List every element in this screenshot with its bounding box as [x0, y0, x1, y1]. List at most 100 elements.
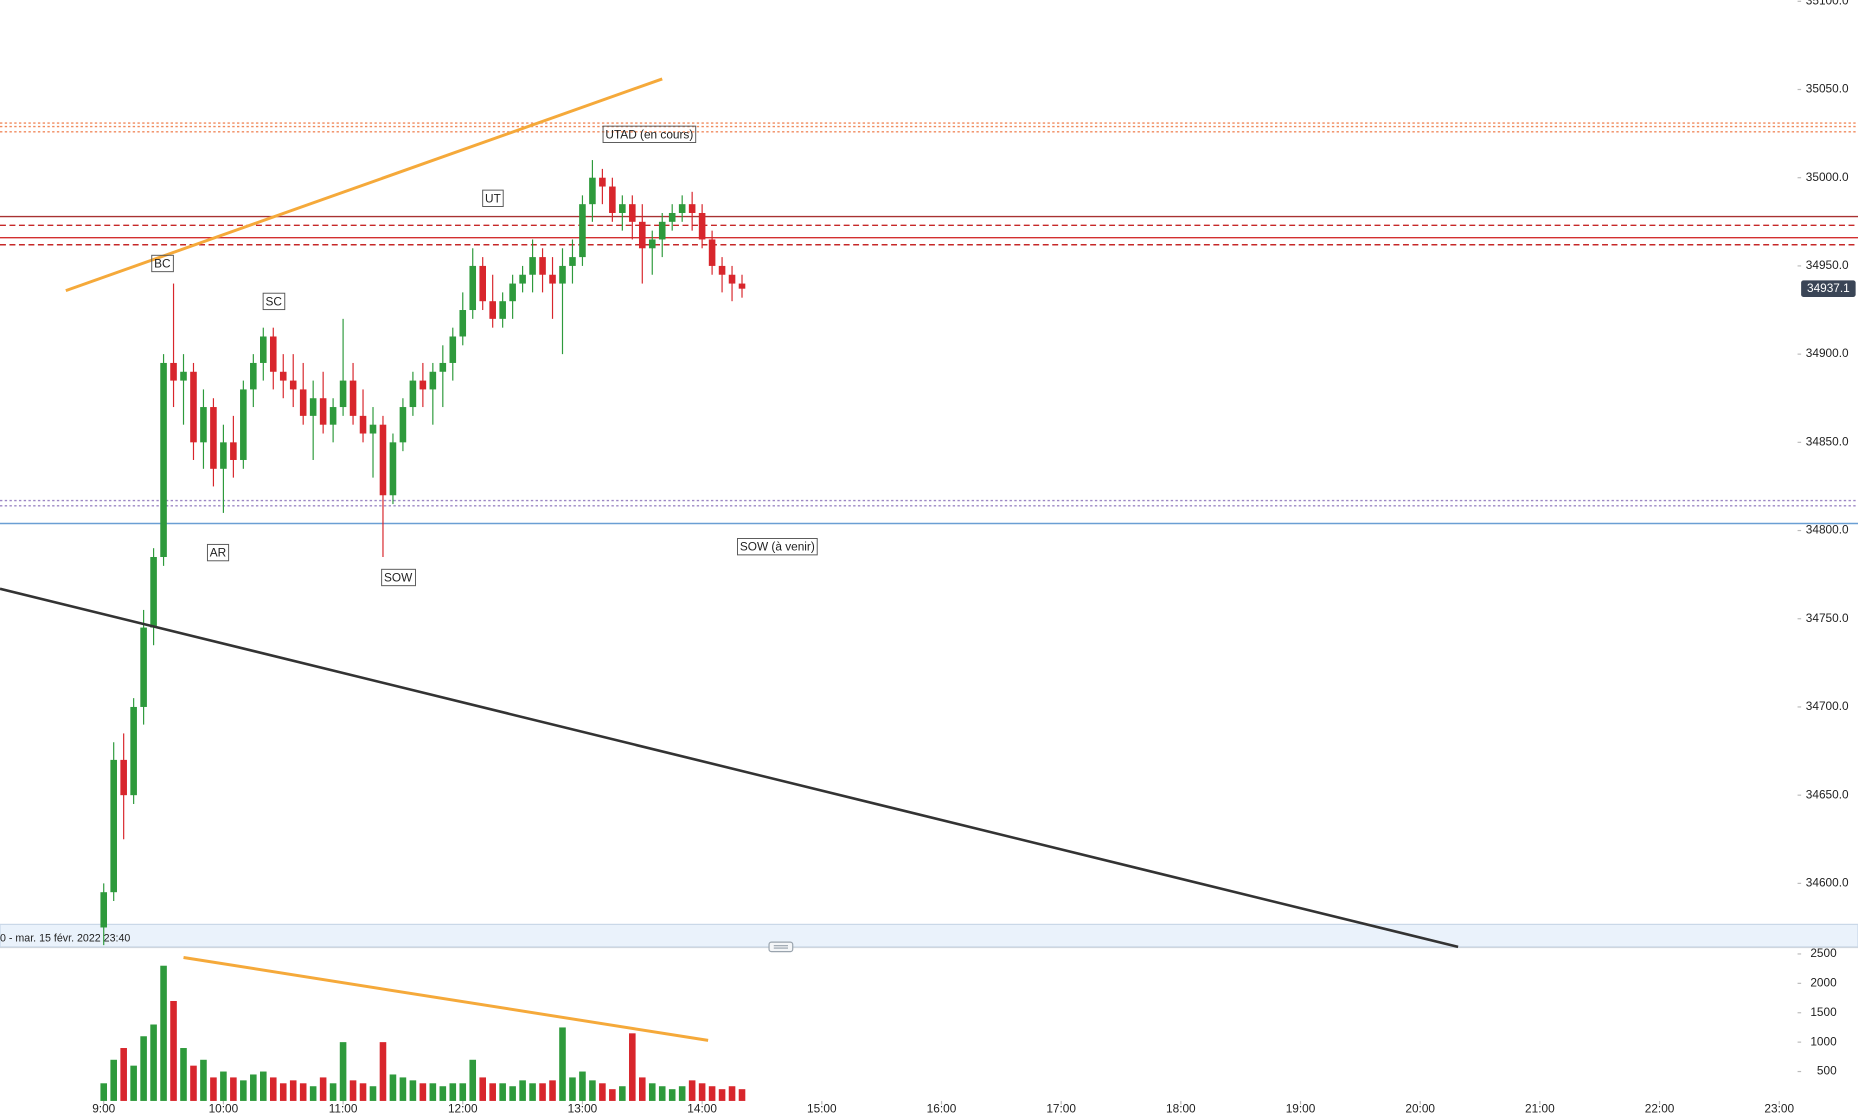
x-tick-label: 23:00 [1764, 1101, 1794, 1115]
candle-body [509, 283, 516, 302]
candle-body [329, 407, 337, 425]
candle-body [180, 371, 187, 381]
candle-body [569, 257, 576, 266]
y-tick-label: 34850.0 [1806, 434, 1849, 448]
volume-bar [170, 1000, 177, 1101]
volume-tick-label: 500 [1817, 1064, 1837, 1078]
annotation-box [737, 538, 818, 556]
x-tick-label: 20:00 [1405, 1101, 1435, 1115]
candle-body [648, 239, 656, 249]
y-tick-label: 34600.0 [1806, 876, 1849, 890]
volume-tick-label: 1500 [1810, 1005, 1837, 1019]
candle-body [409, 380, 417, 408]
x-tick-label: 22:00 [1645, 1101, 1675, 1115]
candle-body [160, 362, 167, 558]
candle-body [359, 415, 367, 434]
annotation: SOW [384, 570, 413, 584]
y-tick-label: 34900.0 [1806, 346, 1849, 360]
volume-bar [230, 1077, 237, 1101]
volume-bar [399, 1077, 407, 1101]
y-tick-label: 34700.0 [1806, 699, 1849, 713]
volume-bar [489, 1083, 496, 1101]
x-tick-label: 13:00 [568, 1101, 598, 1115]
volume-bar [648, 1083, 656, 1101]
candle-body [629, 204, 636, 222]
volume-bar [100, 1083, 108, 1101]
volume-bar [289, 1080, 297, 1101]
volume-bar [419, 1083, 427, 1101]
candle-body [579, 204, 586, 258]
candle-body [230, 442, 237, 460]
candle-body [279, 371, 287, 381]
volume-tick-label: 2000 [1810, 975, 1837, 989]
volume-bar [559, 1027, 566, 1101]
volume-bar [668, 1089, 676, 1101]
candle-body [130, 706, 137, 796]
volume-bar [379, 1042, 387, 1101]
candle-body [619, 204, 626, 213]
candle-body [379, 424, 387, 496]
candle-body [559, 265, 566, 284]
y-tick-label: 34750.0 [1806, 611, 1849, 625]
y-tick-label: 35050.0 [1806, 82, 1849, 96]
candle-body [658, 221, 666, 240]
volume-bar [589, 1080, 596, 1101]
volume-bar [349, 1080, 357, 1101]
annotation-box [151, 254, 174, 273]
candle-body [120, 759, 127, 796]
candle-body [479, 265, 486, 302]
candle-body [150, 557, 157, 628]
volume-bar [339, 1042, 347, 1101]
last-price-tag [1801, 280, 1856, 297]
volume-bar [160, 965, 167, 1101]
candle-body [190, 371, 197, 443]
volume-bar [579, 1071, 586, 1101]
volume-bar [698, 1083, 706, 1101]
volume-bar [190, 1065, 197, 1101]
volume-bar [708, 1086, 716, 1101]
volume-bar [140, 1036, 147, 1101]
candle-body [419, 380, 427, 390]
candle-body [638, 221, 646, 249]
volume-bar [529, 1083, 536, 1101]
volume-bar [240, 1080, 247, 1101]
candle-body [389, 442, 397, 496]
candle-body [210, 407, 217, 469]
volume-bar [549, 1080, 556, 1101]
x-tick-label: 18:00 [1166, 1101, 1196, 1115]
annotation-box [262, 292, 286, 311]
candle-body [609, 186, 616, 213]
pane-resize-handle[interactable] [768, 941, 794, 953]
annotation-box [381, 568, 416, 587]
volume-bar [279, 1083, 287, 1101]
candle-body [589, 177, 596, 205]
y-tick-label: 34650.0 [1806, 787, 1849, 801]
candle-body [718, 265, 726, 275]
x-tick-label: 9:00 [92, 1101, 115, 1115]
candle-body [489, 301, 496, 319]
candle-body [519, 274, 526, 284]
candle-body [100, 892, 108, 928]
candle-body [708, 239, 716, 266]
volume-bar [409, 1080, 417, 1101]
x-tick-label: 15:00 [807, 1101, 837, 1115]
footer-text: 0 - mar. 15 févr. 2022 23:40 [0, 932, 130, 944]
volume-bar [250, 1074, 257, 1101]
volume-bar [499, 1083, 506, 1101]
y-tick-label: 34800.0 [1806, 523, 1849, 537]
candle-body [269, 336, 277, 372]
volume-bar [319, 1077, 327, 1101]
volume-bar [200, 1059, 207, 1101]
candle-body [549, 274, 556, 284]
x-tick-label: 14:00 [687, 1101, 717, 1115]
x-tick-label: 11:00 [329, 1101, 358, 1115]
volume-bar [638, 1077, 646, 1101]
candle-body [399, 407, 407, 443]
x-tick-label: 21:00 [1525, 1101, 1555, 1115]
y-tick-label: 35000.0 [1806, 170, 1849, 184]
candle-body [599, 177, 606, 187]
candle-body [170, 362, 177, 381]
annotation: SOW (à venir) [740, 540, 815, 554]
